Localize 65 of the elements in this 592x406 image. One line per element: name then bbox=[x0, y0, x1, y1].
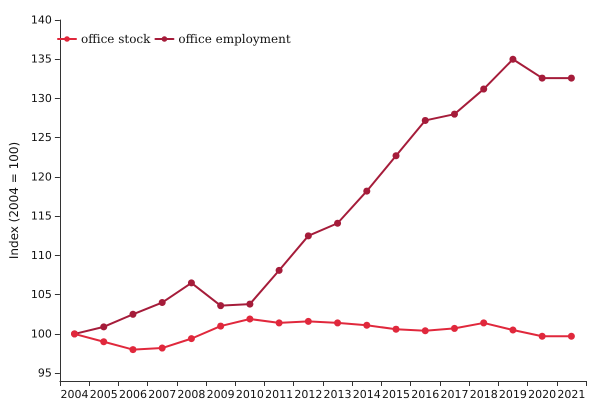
point bbox=[363, 188, 370, 195]
point bbox=[246, 300, 254, 308]
point bbox=[100, 323, 108, 330]
x-tick-label: 2004 bbox=[60, 388, 89, 401]
point bbox=[422, 327, 429, 334]
point bbox=[480, 319, 488, 326]
x-tick-label: 2010 bbox=[236, 388, 264, 401]
point bbox=[304, 318, 312, 325]
legend-label: office employment bbox=[178, 32, 291, 46]
point bbox=[334, 220, 342, 227]
x-tick-label: 2018 bbox=[470, 388, 498, 401]
x-tick-label: 2009 bbox=[206, 388, 235, 401]
point bbox=[363, 322, 370, 329]
y-tick-label: 140 bbox=[30, 14, 52, 26]
y-tick-label: 135 bbox=[30, 52, 52, 66]
x-tick-label: 2005 bbox=[90, 388, 118, 401]
point bbox=[480, 86, 488, 93]
x-tick-label: 2016 bbox=[411, 388, 440, 401]
x-tick-label: 2019 bbox=[498, 388, 527, 401]
y-tick-label: 120 bbox=[30, 170, 52, 184]
y-axis-title: Index (2004 = 100) bbox=[7, 142, 21, 260]
point bbox=[450, 324, 458, 332]
x-tick-label: 2021 bbox=[557, 388, 586, 401]
point bbox=[217, 322, 224, 330]
point bbox=[158, 299, 166, 306]
y-tick-label: 125 bbox=[30, 131, 52, 144]
y-tick-label: 105 bbox=[30, 288, 52, 302]
x-tick-label: 2015 bbox=[382, 388, 410, 401]
point bbox=[217, 302, 224, 310]
point bbox=[538, 332, 546, 340]
y-tick-label: 115 bbox=[30, 210, 52, 223]
point bbox=[100, 338, 108, 346]
point bbox=[509, 56, 516, 63]
y-tick-label: 130 bbox=[30, 92, 52, 105]
x-tick-label: 2017 bbox=[440, 388, 468, 401]
x-tick-label: 2014 bbox=[352, 388, 381, 401]
point bbox=[450, 110, 458, 118]
point bbox=[568, 332, 575, 340]
point bbox=[509, 326, 516, 334]
x-tick-label: 2007 bbox=[148, 388, 176, 401]
point bbox=[392, 152, 400, 160]
x-tick-label: 2012 bbox=[294, 388, 322, 401]
x-tick-label: 2006 bbox=[118, 388, 147, 401]
point bbox=[158, 344, 166, 352]
point bbox=[276, 266, 283, 274]
point bbox=[538, 74, 546, 82]
y-tick-label: 100 bbox=[30, 327, 52, 340]
x-tick-label: 2020 bbox=[528, 388, 556, 401]
point bbox=[188, 335, 195, 342]
x-tick-label: 2013 bbox=[324, 388, 352, 401]
x-tick-label: 2011 bbox=[265, 388, 294, 401]
point bbox=[188, 279, 195, 286]
point bbox=[392, 326, 400, 333]
point bbox=[129, 310, 136, 318]
x-tick-label: 2008 bbox=[177, 388, 206, 401]
point bbox=[276, 319, 283, 326]
point bbox=[422, 116, 429, 124]
y-tick-label: 95 bbox=[38, 366, 52, 380]
y-tick-label: 110 bbox=[30, 248, 52, 262]
legend-label: office stock bbox=[81, 32, 152, 46]
point bbox=[246, 316, 254, 322]
point bbox=[334, 319, 342, 326]
point bbox=[568, 74, 575, 82]
point bbox=[129, 346, 136, 354]
point bbox=[304, 232, 312, 240]
